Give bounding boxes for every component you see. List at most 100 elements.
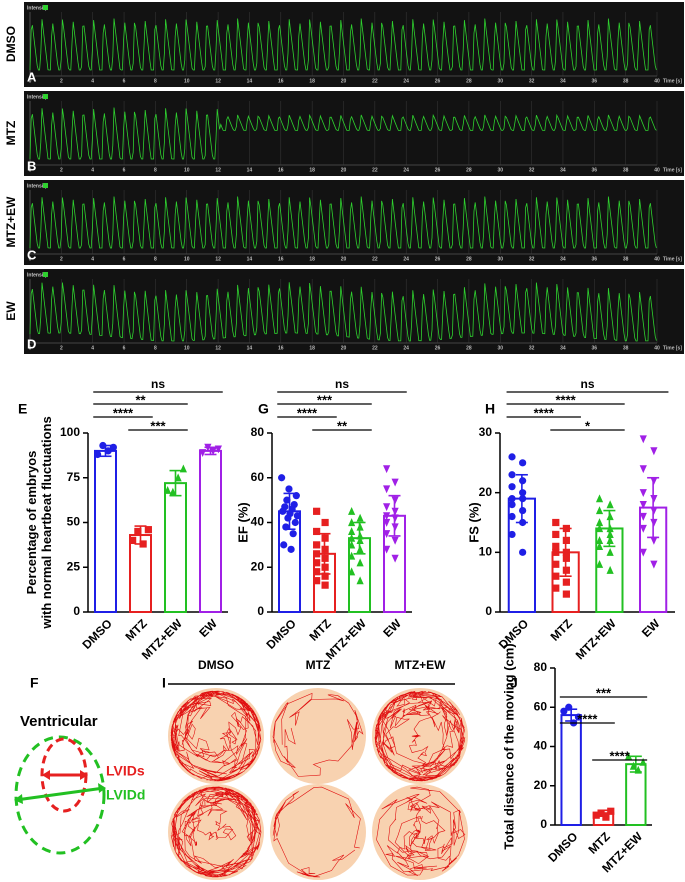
trace-panel [24, 91, 684, 176]
data-point [565, 703, 573, 711]
data-point [348, 567, 356, 576]
x-tick-label: 8 [154, 78, 157, 84]
data-point [179, 464, 187, 473]
x-tick-label: 2 [60, 256, 63, 262]
x-tick-label: 30 [497, 345, 503, 351]
significance-label: **** [297, 405, 318, 420]
data-point [285, 485, 293, 493]
data-point [595, 559, 604, 568]
data-point [391, 496, 399, 505]
data-point [552, 542, 560, 550]
x-tick-label: 30 [497, 78, 503, 84]
data-point [321, 572, 329, 580]
data-point [356, 536, 364, 544]
x-tick-label: 4 [91, 256, 94, 262]
data-point [639, 489, 647, 497]
x-tick-label: 20 [341, 256, 347, 262]
panel-label: G [258, 401, 269, 417]
data-point [595, 506, 604, 515]
y-tick-label: 25 [67, 559, 81, 573]
x-tick-label: 26 [435, 256, 441, 262]
data-point [313, 568, 321, 576]
data-point [391, 507, 399, 516]
data-point [562, 524, 570, 533]
data-point [321, 581, 329, 589]
outer-ellipse [14, 735, 106, 855]
x-tick-label: 12 [215, 78, 221, 84]
x-tick-label: 32 [529, 167, 535, 173]
data-point [552, 530, 560, 539]
x-tick-label: 10 [184, 256, 190, 262]
data-point [606, 536, 614, 544]
data-point [313, 507, 321, 515]
x-tick-label: 16 [278, 345, 284, 351]
x-tick-label: 8 [154, 345, 157, 351]
outer-label: LVIDd [106, 787, 145, 803]
data-point [606, 565, 614, 574]
panel-label: J [510, 675, 518, 691]
x-tick-label: 38 [623, 167, 629, 173]
data-point [356, 576, 364, 585]
data-point [356, 545, 364, 553]
data-point [169, 487, 177, 496]
x-tick-label: 22 [372, 256, 378, 262]
x-tick-label: 28 [466, 256, 472, 262]
panel-label: C [27, 247, 37, 262]
data-point [94, 450, 102, 459]
significance-label: * [585, 418, 591, 433]
trajectory [272, 786, 361, 878]
legend-swatch [43, 272, 48, 277]
x-tick-label: 20 [341, 78, 347, 84]
y-axis-label: FS (%) [466, 502, 481, 542]
data-point [574, 713, 583, 721]
x-tick-label: 18 [309, 256, 315, 262]
data-point [164, 485, 172, 494]
trajectory [170, 690, 262, 782]
x-tick-label: 4 [91, 167, 94, 173]
y-tick-label: 0 [540, 817, 547, 831]
y-tick-label: 50 [67, 515, 81, 529]
y-axis-label: with normal heartbeat fluctuations [39, 416, 54, 629]
x-tick-label: 32 [529, 345, 535, 351]
data-point [606, 548, 614, 556]
data-point [650, 536, 658, 545]
x-tick-label: 28 [466, 167, 472, 173]
data-point [356, 531, 364, 540]
x-tick-label: 34 [560, 78, 566, 84]
panel-label: H [485, 401, 495, 417]
significance-label: *** [317, 392, 333, 407]
data-point [552, 560, 560, 568]
data-point [508, 501, 516, 509]
x-tick-label: 24 [403, 78, 409, 84]
data-point [139, 540, 147, 548]
data-point [279, 507, 287, 515]
x-tick-label: 4 [91, 345, 94, 351]
significance-label: *** [596, 685, 612, 700]
data-point [313, 527, 321, 536]
panel-label: E [18, 401, 27, 417]
x-axis-label: Time [s] [663, 78, 682, 84]
x-tick-label: 34 [560, 345, 566, 351]
data-point [595, 494, 604, 503]
data-point [356, 558, 364, 567]
data-point [278, 474, 286, 482]
arrow-head [98, 783, 106, 793]
data-point [508, 471, 516, 479]
data-point [109, 443, 117, 451]
x-tick-label: 30 [497, 256, 503, 262]
trajectory [374, 690, 466, 782]
x-tick-label: 0 [29, 78, 32, 84]
data-point [391, 536, 399, 545]
data-point [519, 495, 527, 503]
x-tick-label: 40 [654, 345, 660, 351]
data-point [508, 495, 516, 503]
column-header: MTZ+EW [395, 658, 447, 672]
lvidd-arrow [15, 786, 105, 802]
x-tick-label: 2 [60, 345, 63, 351]
x-tick-label: 12 [215, 256, 221, 262]
column-header: MTZ [306, 658, 331, 672]
data-point [508, 530, 516, 539]
data-point [289, 530, 297, 538]
y-tick-label: 20 [534, 778, 548, 792]
data-point [383, 503, 391, 512]
